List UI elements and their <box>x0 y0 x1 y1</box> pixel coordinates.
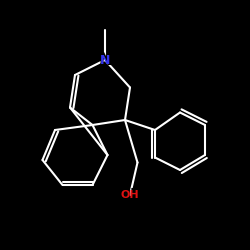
Text: OH: OH <box>117 188 143 202</box>
Text: N: N <box>98 51 112 69</box>
Text: OH: OH <box>121 190 139 200</box>
Text: N: N <box>100 54 110 66</box>
